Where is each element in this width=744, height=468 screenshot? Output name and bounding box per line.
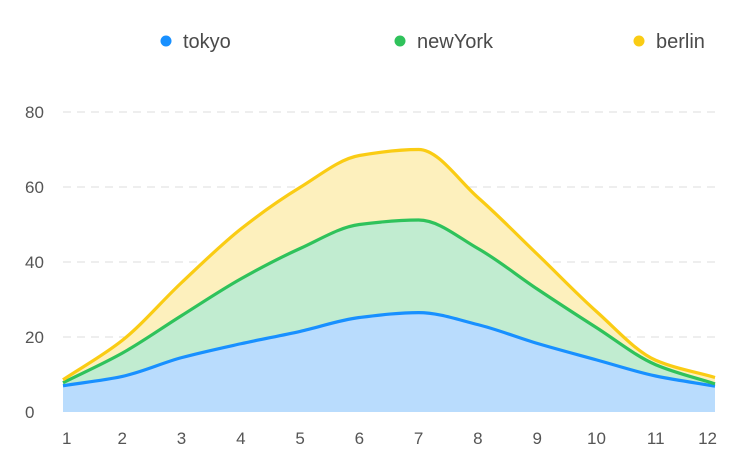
y-axis: 0 20 40 60 80 xyxy=(25,103,44,422)
legend-item-newYork[interactable]: newYork xyxy=(394,31,494,53)
x-tick-label: 6 xyxy=(355,429,364,448)
area-fills xyxy=(63,149,715,412)
x-axis: 1 2 3 4 5 6 7 8 9 10 11 12 xyxy=(62,429,717,448)
legend-marker xyxy=(394,35,406,47)
x-tick-label: 5 xyxy=(295,429,304,448)
x-tick-label: 7 xyxy=(414,429,423,448)
x-tick-label: 12 xyxy=(698,429,717,448)
legend-marker xyxy=(160,35,172,47)
legend-item-tokyo[interactable]: tokyo xyxy=(160,31,231,53)
legend-marker xyxy=(633,35,645,47)
line-newYork xyxy=(62,218,716,386)
y-tick-label: 20 xyxy=(25,328,44,347)
y-tick-label: 0 xyxy=(25,403,34,422)
y-tick-label: 60 xyxy=(25,178,44,197)
y-tick-label: 40 xyxy=(25,253,44,272)
area-newYork xyxy=(63,220,715,387)
line-tokyo xyxy=(62,311,716,388)
x-tick-label: 9 xyxy=(532,429,541,448)
x-tick-label: 11 xyxy=(647,429,665,448)
y-tick-label: 80 xyxy=(25,103,44,122)
legend-label: newYork xyxy=(417,31,494,53)
x-tick-label: 10 xyxy=(587,429,606,448)
x-tick-label: 4 xyxy=(236,429,245,448)
legend-item-berlin[interactable]: berlin xyxy=(633,31,705,53)
legend-label: tokyo xyxy=(183,31,231,53)
x-tick-label: 8 xyxy=(473,429,482,448)
x-tick-label: 3 xyxy=(177,429,186,448)
series-lines xyxy=(62,147,716,388)
line-berlin xyxy=(62,147,716,382)
area-tokyo xyxy=(63,312,715,412)
x-tick-label: 1 xyxy=(62,429,71,448)
x-tick-label: 2 xyxy=(118,429,127,448)
legend-label: berlin xyxy=(656,31,705,53)
legend: tokyo newYork berlin xyxy=(160,31,705,53)
